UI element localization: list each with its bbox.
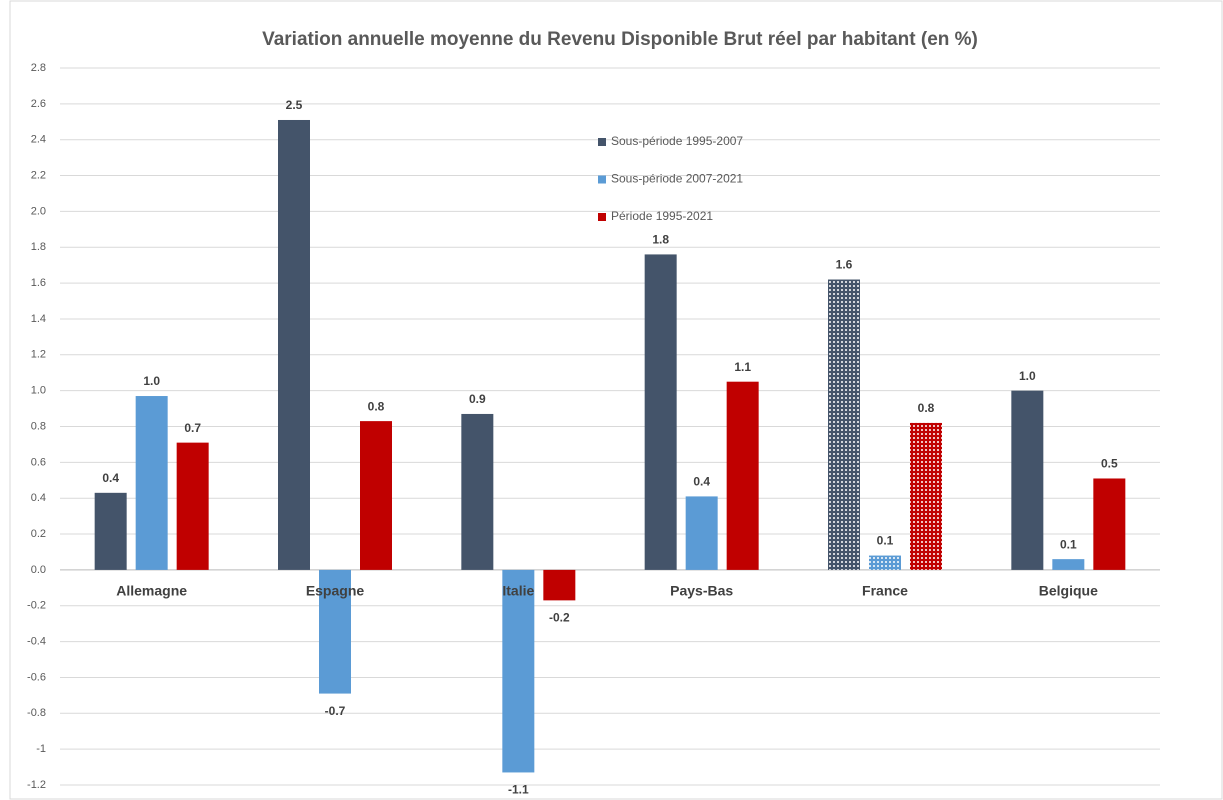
y-tick-label: 1.6	[31, 277, 46, 289]
value-label: 1.0	[1019, 369, 1036, 383]
legend-label: Période 1995-2021	[611, 209, 713, 223]
y-tick-label: 1.0	[31, 385, 46, 397]
bar	[360, 421, 392, 570]
value-label: 1.0	[143, 374, 160, 388]
value-label: 0.8	[368, 399, 385, 413]
bar	[644, 254, 677, 570]
bar	[461, 413, 494, 570]
value-label: 0.8	[918, 401, 935, 415]
value-label: -1.1	[508, 783, 529, 797]
bar	[94, 492, 127, 570]
bar	[1052, 559, 1085, 570]
y-tick-label: 0.6	[31, 456, 46, 468]
value-label: 0.5	[1101, 457, 1118, 471]
value-label: 0.4	[693, 475, 710, 489]
y-tick-label: 1.4	[31, 313, 46, 325]
y-tick-label: 2.0	[31, 205, 46, 217]
y-tick-label: 0.0	[31, 564, 46, 576]
y-tick-label: 2.8	[31, 62, 46, 74]
value-label: 0.1	[877, 534, 894, 548]
y-tick-label: -1	[36, 743, 46, 755]
value-label: 1.8	[652, 233, 669, 247]
bar	[869, 555, 901, 570]
legend-label: Sous-période 1995-2007	[611, 134, 743, 148]
y-tick-label: 1.8	[31, 241, 46, 253]
bar	[319, 569, 351, 694]
x-tick-label: Belgique	[1039, 583, 1098, 599]
y-tick-label: 0.2	[31, 528, 46, 540]
value-label: 0.9	[469, 392, 486, 406]
y-tick-label: 1.2	[31, 349, 46, 361]
value-label: 0.7	[184, 421, 201, 435]
value-label: -0.7	[325, 704, 346, 718]
y-tick-label: -0.8	[27, 707, 46, 719]
y-tick-label: 2.6	[31, 98, 46, 110]
bar	[543, 569, 576, 601]
value-label: 0.1	[1060, 537, 1077, 551]
value-label: 1.1	[734, 360, 751, 374]
legend-label: Sous-période 2007-2021	[611, 172, 743, 186]
y-tick-label: -0.4	[27, 636, 46, 648]
y-tick-label: -0.6	[27, 671, 46, 683]
bar	[910, 422, 942, 570]
value-label: 2.5	[286, 98, 303, 112]
x-tick-label: Italie	[502, 583, 534, 599]
y-tick-label: -0.2	[27, 600, 46, 612]
bar	[1011, 390, 1044, 570]
chart-title: Variation annuelle moyenne du Revenu Dis…	[262, 29, 978, 50]
bar	[828, 279, 860, 570]
bar	[176, 442, 209, 570]
legend-swatch	[598, 213, 606, 221]
value-label: 0.4	[102, 471, 119, 485]
y-tick-label: -1.2	[27, 779, 46, 791]
bar	[685, 496, 718, 570]
x-tick-label: Espagne	[306, 583, 365, 599]
legend-swatch	[598, 138, 606, 146]
value-label: 1.6	[836, 258, 853, 272]
y-tick-label: 0.8	[31, 420, 46, 432]
value-label: -0.2	[549, 611, 570, 625]
bar	[502, 569, 535, 773]
bar	[135, 396, 168, 570]
y-tick-label: 2.2	[31, 169, 46, 181]
legend-swatch	[598, 175, 606, 184]
y-tick-label: 2.4	[31, 134, 46, 146]
x-tick-label: France	[862, 583, 908, 599]
x-tick-label: Pays-Bas	[670, 583, 733, 599]
bar	[726, 381, 759, 570]
x-tick-label: Allemagne	[116, 583, 187, 599]
bar	[1093, 478, 1126, 570]
bar	[278, 119, 310, 570]
y-tick-label: 0.4	[31, 492, 46, 504]
